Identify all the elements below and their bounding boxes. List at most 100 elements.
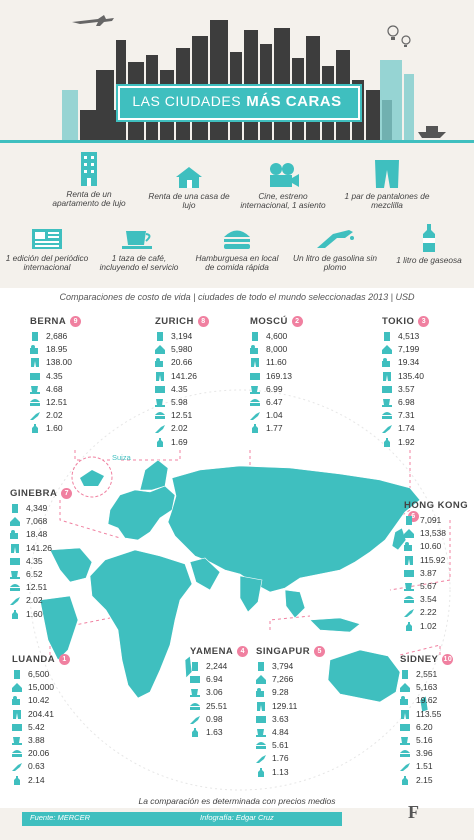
city-name-text: HONG KONG [404,500,469,511]
city-value: 25.51 [206,700,228,711]
city-value-row: 7,266 [256,673,326,686]
city-value: 2,244 [206,661,228,671]
city-value-row: 1.76 [256,752,326,765]
city-value: 4.35 [26,555,43,566]
city-value: 115.92 [420,554,446,565]
burger-icon [256,742,266,750]
city-name: BERNA 9 [30,316,100,330]
city-value: 3.06 [206,687,223,698]
city-value-row: 3.88 [12,734,82,747]
city-value-row: 3,794 [256,660,326,673]
city-block-8: SINGAPUR 5 3,794 7,266 9.28 129.11 3.63 4.84 5.6… [256,646,326,779]
city-value-row: 7.31 [382,409,452,422]
building-icon [192,662,198,671]
soda-bottle-icon [192,727,198,737]
building-icon [157,332,163,341]
city-value: 9.28 [272,687,289,698]
coffee-cup-icon [256,728,266,737]
city-name: SINGAPUR 5 [256,646,326,660]
city-value: 19.62 [416,695,438,706]
film-camera-icon [270,163,299,187]
city-value-row: 1.63 [190,726,260,739]
coffee-cup-icon [190,689,200,698]
city-value-row: 5,980 [155,343,225,356]
burger-icon [190,702,200,710]
header-skyline [0,0,474,150]
soda-bottle-icon [32,424,38,434]
jeans-icon [251,358,259,368]
soda-bottle-icon [14,775,20,785]
legend-item-house: Renta de una casa de lujo [142,166,236,210]
city-value-row: 13,538 [404,527,474,540]
rank-badge: 2 [291,316,303,327]
city-value: 7,068 [26,516,48,527]
city-name: YAMENA 4 [190,646,260,660]
jeans-icon [383,371,391,381]
city-value-row: 1.13 [256,766,326,779]
city-block-3: TOKIO 3 4,513 7,199 19.34 135.40 3.57 6.98 7.31 1… [382,316,452,449]
city-value-row: 6,500 [12,668,82,681]
world-map: Suiza [29,389,451,791]
hot-air-balloon-icon [387,25,411,47]
film-camera-icon [12,696,20,706]
skyline-illustration [0,15,474,143]
city-value: 135.40 [398,370,424,381]
city-value-row: 12.51 [30,396,100,409]
rank-badge: 5 [314,646,326,657]
city-value: 2.22 [420,607,437,618]
building-icon [252,332,258,341]
building-icon [81,152,97,186]
city-value: 2.02 [46,410,63,421]
city-value: 1.02 [420,620,437,631]
fuel-nozzle-icon [400,763,410,772]
city-value: 3.54 [420,594,437,605]
legend-item-burger: Hamburguesa en local de comida rápida [190,228,284,272]
city-value-row: 9.28 [256,686,326,699]
building-icon [384,332,390,341]
city-value-row: 2.02 [10,594,80,607]
soda-bottle-icon [252,424,258,434]
city-name-text: GINEBRA [10,488,58,500]
jeans-icon [257,701,265,711]
city-value-row: 2.22 [404,606,474,619]
fuel-nozzle-icon [12,763,22,772]
city-value: 4.68 [46,383,63,394]
city-value-row: 6.47 [250,396,320,409]
coffee-cup-icon [30,385,40,394]
city-value-row: 2.02 [155,422,225,435]
city-value: 3.96 [416,748,433,759]
city-value: 8,000 [266,344,288,355]
city-value-row: 3.63 [256,713,326,726]
city-value: 6.52 [26,568,43,579]
city-value: 7,266 [272,674,294,685]
city-value: 5.61 [272,740,289,751]
city-value-row: 10.42 [12,694,82,707]
city-value: 6,500 [28,669,50,679]
city-value-row: 18.48 [10,528,80,541]
city-value-row: 2.02 [30,409,100,422]
burger-icon [224,230,250,249]
city-name-text: TOKIO [382,316,415,328]
city-value: 2.14 [28,774,45,785]
newspaper-icon [256,715,266,723]
city-value: 6.99 [266,383,283,394]
city-value-row: 25.51 [190,700,260,713]
building-icon [14,670,20,679]
jeans-icon [31,358,39,368]
brand-logo: F [408,802,419,822]
city-value: 141.26 [26,542,52,553]
city-value-row: 3.06 [190,686,260,699]
city-block-1: ZURICH 8 3,194 5,980 20.66 141.26 4.35 5.98 12.5… [155,316,225,449]
city-value-row: 3.54 [404,593,474,606]
legend-item-coffee: 1 taza de café, incluyendo el servicio [92,228,186,272]
building-icon [258,662,264,671]
city-value: 1.04 [266,410,283,421]
house-icon [155,345,165,355]
jeans-icon [13,709,21,719]
burger-icon [400,750,410,758]
chart-subtitle: Comparaciones de costo de vida | ciudade… [59,292,415,302]
house-icon [382,345,392,355]
city-value: 2,551 [416,669,438,679]
city-value-row: 4,513 [382,330,452,343]
burger-icon [30,398,40,406]
